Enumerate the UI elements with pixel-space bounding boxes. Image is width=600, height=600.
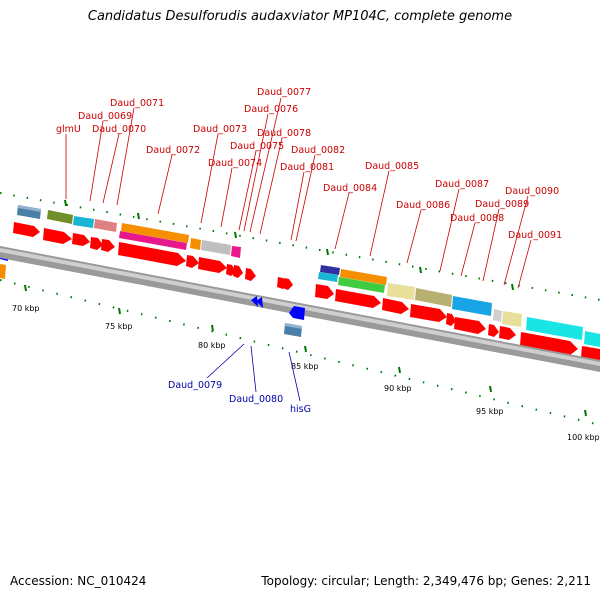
gene-label-daud-0073: Daud_0073 xyxy=(193,124,247,135)
scale-label: 75 kbp xyxy=(105,322,133,331)
gene-label-daud-0074: Daud_0074 xyxy=(208,158,262,169)
tick-mark xyxy=(326,248,329,256)
tick-mark xyxy=(419,266,422,274)
gene-label-daud-0079: Daud_0079 xyxy=(168,380,222,391)
gene-label-daud-0070: Daud_0070 xyxy=(92,124,146,135)
forward-gene-labels: glmU Daud_0069 Daud_0070 Daud_0071 Daud_… xyxy=(56,87,562,241)
genome-summary: Topology: circular; Length: 2,349,476 bp… xyxy=(261,574,591,588)
tick-mark xyxy=(398,366,401,374)
gene-label-daud-0090: Daud_0090 xyxy=(505,186,559,197)
scale-label: 80 kbp xyxy=(198,341,226,350)
gene-label-daud-0072: Daud_0072 xyxy=(146,145,200,156)
tick-mark xyxy=(584,409,587,417)
forward-strand-dots xyxy=(0,192,600,301)
gene-label-daud-0088: Daud_0088 xyxy=(450,213,504,224)
gene-label-daud-0078: Daud_0078 xyxy=(257,128,311,139)
scale-label: 95 kbp xyxy=(476,407,504,416)
gene-label-daud-0081: Daud_0081 xyxy=(280,162,334,173)
scale-label: 70 kbp xyxy=(12,304,40,313)
tick-mark xyxy=(211,324,214,332)
gene-label-glmU: glmU xyxy=(56,124,81,135)
reverse-cds-arrows xyxy=(251,296,305,337)
gene-label-daud-0091: Daud_0091 xyxy=(508,230,562,241)
gene-label-daud-0084: Daud_0084 xyxy=(323,183,377,194)
gene-label-daud-0086: Daud_0086 xyxy=(396,200,450,211)
tick-mark xyxy=(489,385,492,393)
tick-mark xyxy=(511,283,514,291)
gene-label-daud-0082: Daud_0082 xyxy=(291,145,345,156)
gene-label-daud-0069: Daud_0069 xyxy=(78,111,132,122)
tick-mark xyxy=(234,231,237,239)
reverse-leader-lines xyxy=(206,343,301,402)
tick-mark xyxy=(304,345,307,353)
forward-leader-lines xyxy=(65,97,532,289)
scale-labels: 70 kbp 75 kbp 80 kbp 85 kbp 90 kbp 95 kb… xyxy=(12,304,600,442)
reverse-gene-labels: Daud_0079 Daud_0080 hisG xyxy=(168,380,311,415)
gene-label-daud-0085: Daud_0085 xyxy=(365,161,419,172)
gene-label-daud-0080: Daud_0080 xyxy=(229,394,283,405)
forward-annotation-boxes xyxy=(17,205,600,347)
scale-dots xyxy=(0,279,600,426)
forward-cds-arrows xyxy=(13,222,600,360)
gene-label-daud-0077: Daud_0077 xyxy=(257,87,311,98)
gene-label-daud-0071: Daud_0071 xyxy=(110,98,164,109)
gene-label-daud-0076: Daud_0076 xyxy=(244,104,298,115)
map-title: Candidatus Desulforudis audaxviator MP10… xyxy=(87,9,513,24)
gene-label-daud-0087: Daud_0087 xyxy=(435,179,489,190)
gene-label-daud-0075: Daud_0075 xyxy=(230,141,284,152)
gene-label-daud-0089: Daud_0089 xyxy=(475,199,529,210)
tick-mark xyxy=(64,199,67,207)
accession-label: Accession: NC_010424 xyxy=(10,574,147,588)
scale-label: 90 kbp xyxy=(384,384,412,393)
scale-label: 100 kbp xyxy=(567,433,600,442)
tick-mark xyxy=(24,284,27,292)
gene-label-hisG: hisG xyxy=(290,404,311,415)
tick-mark xyxy=(137,212,140,220)
tick-mark xyxy=(118,307,121,315)
scale-label: 85 kbp xyxy=(291,362,319,371)
